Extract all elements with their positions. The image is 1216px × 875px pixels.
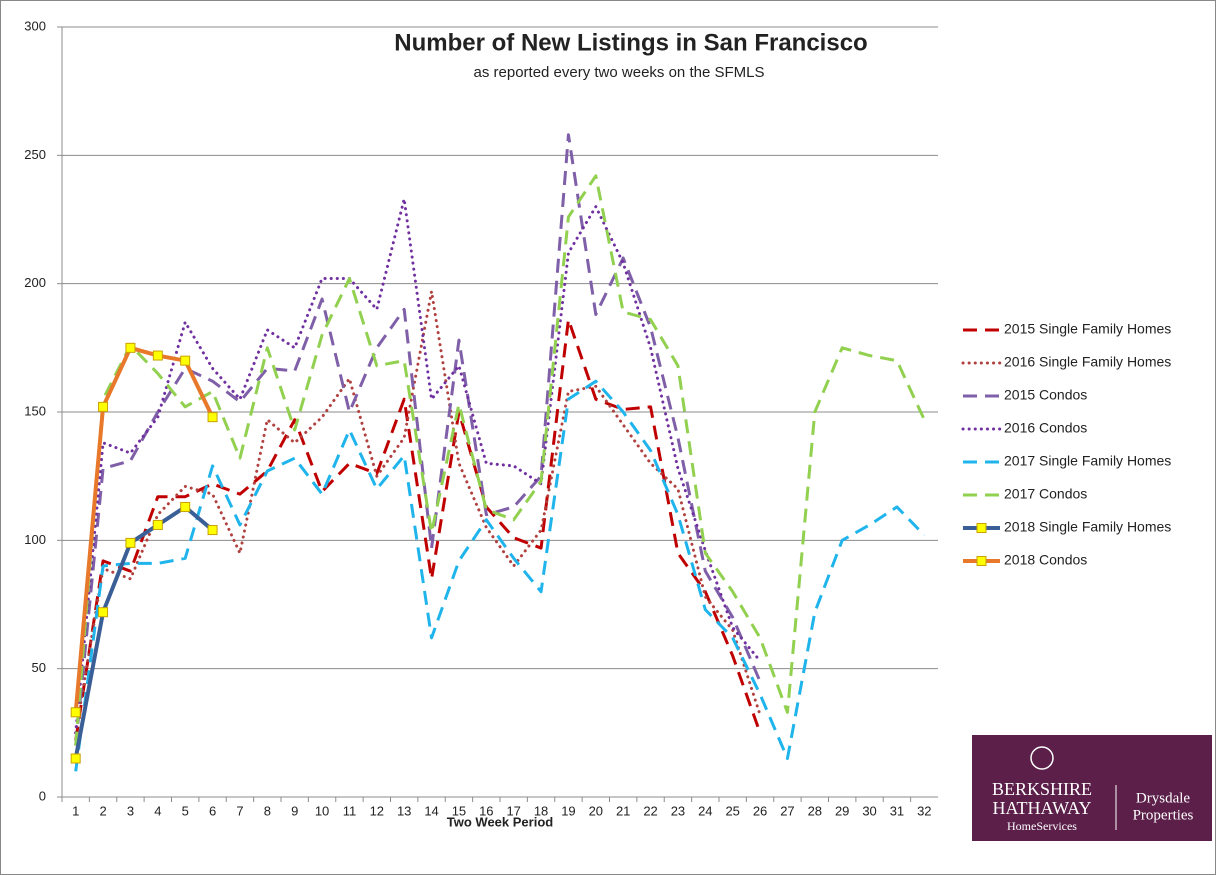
legend-label: 2018 Condos [1004, 552, 1087, 568]
legend-label: 2017 Single Family Homes [1004, 453, 1171, 469]
x-tick-label: 30 [862, 803, 876, 818]
chart-title: Number of New Listings in San Francisco [394, 29, 867, 56]
series-line [74, 289, 762, 735]
point [125, 342, 136, 353]
x-tick-label: 32 [917, 803, 931, 818]
series-line [74, 174, 926, 746]
x-tick-label: 7 [236, 803, 243, 818]
y-tick-label: 0 [39, 788, 46, 803]
x-tick-label: 28 [808, 803, 822, 818]
y-tick-label: 200 [24, 275, 46, 290]
point [207, 525, 218, 536]
x-tick-label: 6 [209, 803, 216, 818]
x-tick-label: 11 [343, 803, 357, 818]
logo-text: Properties [1133, 807, 1194, 823]
x-tick-label: 18 [534, 803, 548, 818]
x-tick-label: 4 [154, 803, 161, 818]
point [98, 607, 109, 618]
x-tick-label: 5 [182, 803, 189, 818]
x-tick-label: 22 [643, 803, 657, 818]
y-tick-label: 50 [32, 660, 46, 675]
x-tick-label: 13 [397, 803, 411, 818]
point [70, 707, 81, 718]
legend-label: 2016 Condos [1004, 420, 1087, 436]
point [125, 537, 136, 548]
x-tick-label: 29 [835, 803, 849, 818]
series-line [74, 197, 762, 735]
series-line [74, 379, 926, 772]
point [180, 501, 191, 512]
x-tick-label: 12 [370, 803, 384, 818]
legend-label: 2016 Single Family Homes [1004, 354, 1171, 370]
logo-text: Drysdale [1136, 790, 1190, 806]
x-tick-label: 14 [424, 803, 438, 818]
logo-text: HATHAWAY [993, 798, 1092, 818]
legend-label: 2015 Condos [1004, 387, 1087, 403]
x-tick-label: 24 [698, 803, 712, 818]
x-tick-label: 19 [561, 803, 575, 818]
x-tick-label: 26 [753, 803, 767, 818]
x-tick-label: 31 [890, 803, 904, 818]
point [98, 401, 109, 412]
x-tick-label: 17 [506, 803, 520, 818]
x-tick-label: 15 [452, 803, 466, 818]
legend-marker [976, 556, 987, 566]
y-tick-label: 100 [24, 532, 46, 547]
point [207, 412, 218, 423]
logo-box [972, 735, 1212, 841]
x-tick-label: 8 [264, 803, 271, 818]
series-line [73, 345, 215, 713]
x-tick-label: 25 [725, 803, 739, 818]
point [152, 350, 163, 361]
point [70, 753, 81, 764]
point [152, 519, 163, 530]
logo: BERKSHIRE HATHAWAY HomeServices Drysdale… [972, 735, 1212, 841]
x-tick-label: 27 [780, 803, 794, 818]
x-tick-label: 16 [479, 803, 493, 818]
y-tick-label: 300 [24, 18, 46, 33]
legend-marker [976, 523, 987, 533]
chart-subtitle: as reported every two weeks on the SFMLS [474, 64, 765, 81]
x-tick-label: 20 [589, 803, 603, 818]
y-tick-label: 150 [24, 403, 46, 418]
x-tick-label: 23 [671, 803, 685, 818]
x-tick-label: 21 [616, 803, 630, 818]
x-tick-label: 2 [99, 803, 106, 818]
point [180, 355, 191, 366]
y-tick-label: 250 [24, 147, 46, 162]
logo-seal [1030, 746, 1054, 770]
x-axis-label: Two Week Period [447, 814, 553, 829]
x-tick-label: 3 [127, 803, 134, 818]
legend-label: 2018 Single Family Homes [1004, 519, 1171, 535]
x-tick-label: 10 [315, 803, 329, 818]
legend-label: 2017 Condos [1004, 486, 1087, 502]
x-tick-label: 1 [72, 803, 79, 818]
x-tick-label: 9 [291, 803, 298, 818]
legend-label: 2015 Single Family Homes [1004, 321, 1171, 337]
logo-text: HomeServices [1007, 819, 1077, 833]
logo-text: BERKSHIRE [992, 779, 1092, 799]
